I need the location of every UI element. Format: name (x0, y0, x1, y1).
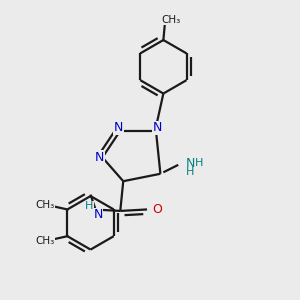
Text: N: N (114, 121, 124, 134)
Text: O: O (152, 203, 162, 216)
Text: H: H (85, 202, 93, 212)
Text: N: N (93, 208, 103, 221)
Text: N: N (153, 121, 162, 134)
Text: H: H (195, 158, 203, 168)
Text: CH₃: CH₃ (35, 200, 55, 210)
Text: N: N (185, 157, 195, 170)
Text: N: N (95, 151, 104, 164)
Text: CH₃: CH₃ (161, 15, 180, 25)
Text: H: H (186, 167, 195, 177)
Text: CH₃: CH₃ (35, 236, 55, 246)
